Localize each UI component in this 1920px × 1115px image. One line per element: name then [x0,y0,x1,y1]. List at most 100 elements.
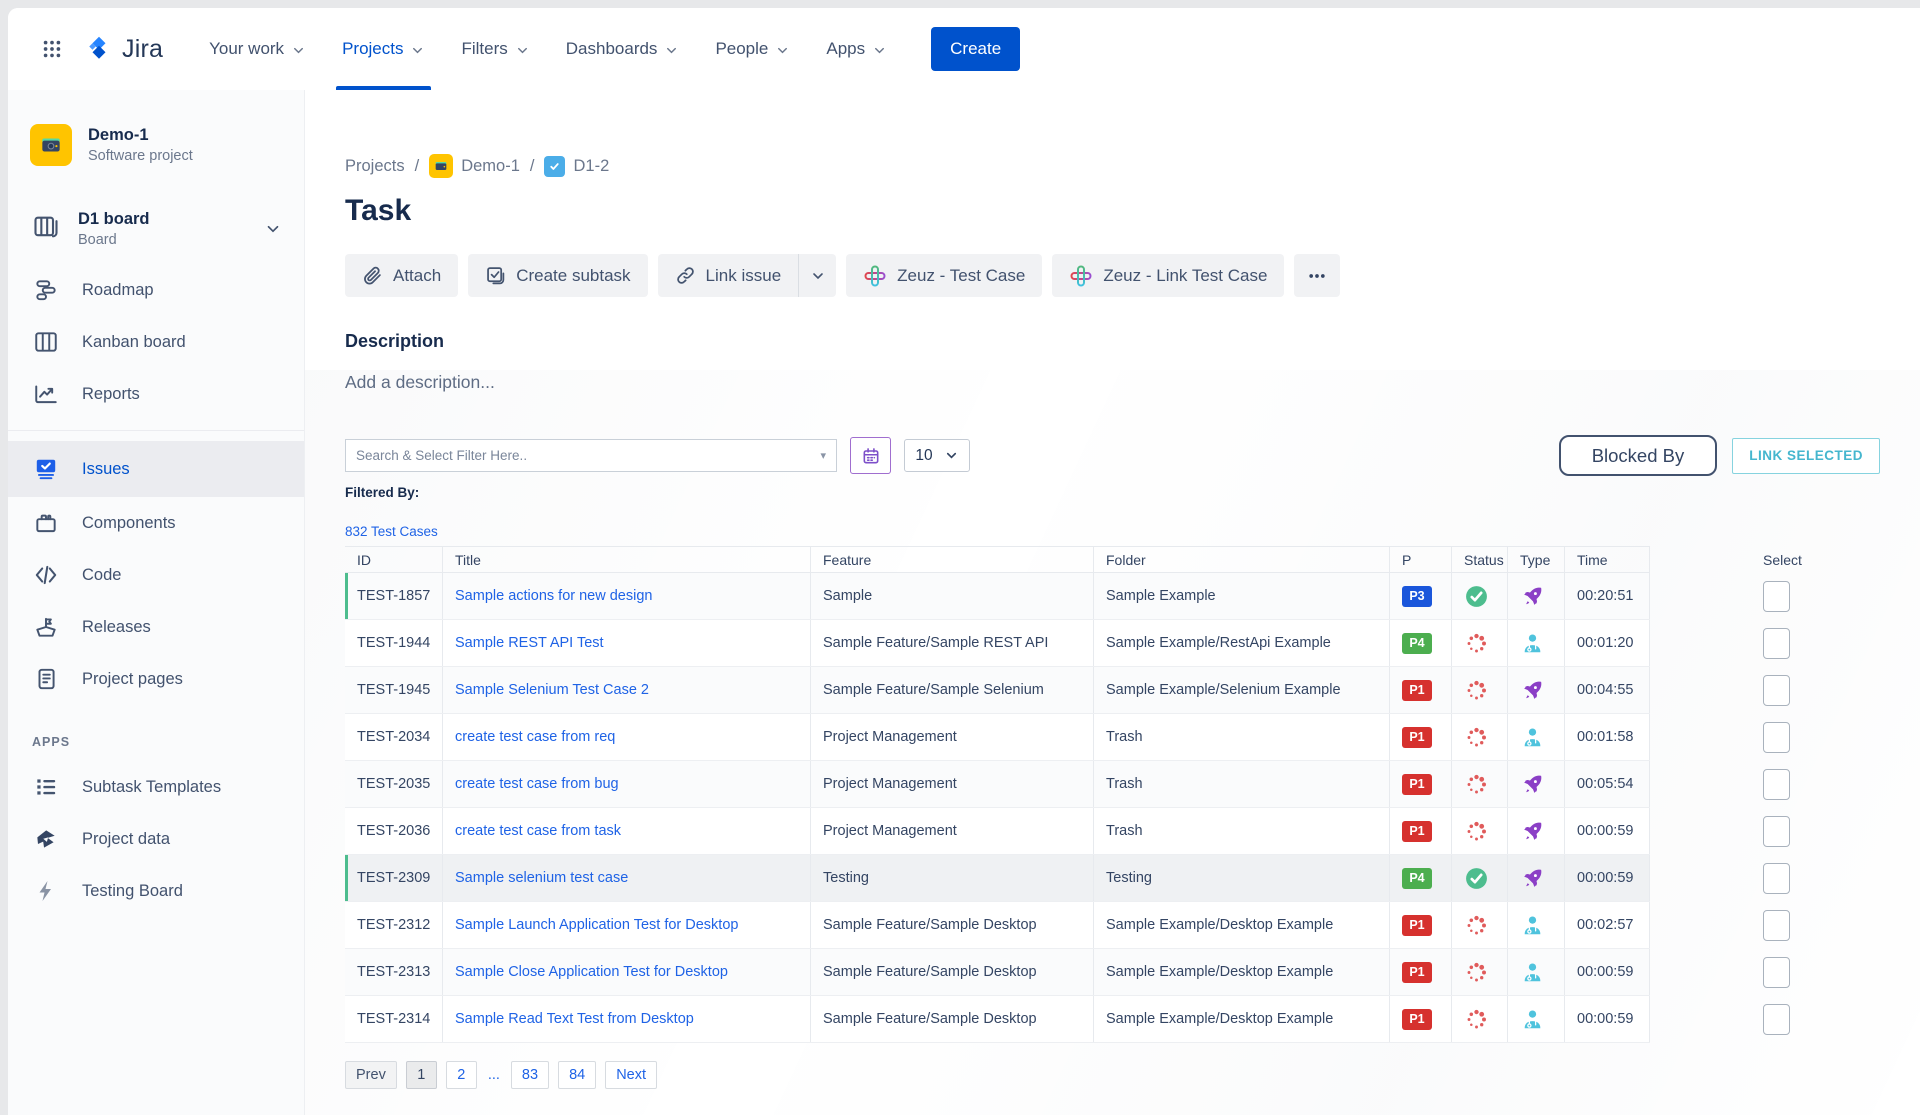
attach-button[interactable]: Attach [345,254,459,297]
app-grid-icon [43,40,61,58]
testcase-id: TEST-2312 [345,902,443,948]
testcase-time: 00:01:58 [1565,714,1650,760]
breadcrumb-project-link[interactable]: Demo-1 [429,154,520,178]
sidebar-item-issues[interactable]: Issues [8,441,304,497]
testcase-title-link[interactable]: Sample selenium test case [455,870,629,886]
table-row[interactable]: TEST-2313 Sample Close Application Test … [345,949,1650,996]
combobox-caret-icon[interactable]: ▾ [820,450,826,462]
sidebar-item-project-pages[interactable]: Project pages [8,653,304,705]
row-select-checkbox[interactable] [1763,581,1790,612]
row-select-checkbox[interactable] [1763,816,1790,847]
releases-icon [32,614,60,640]
sidebar-item-reports[interactable]: Reports [8,368,304,420]
nav-item-projects[interactable]: Projects [336,8,432,90]
wallet-icon [435,162,447,170]
blocked-by-button[interactable]: Blocked By [1558,435,1718,476]
testcase-count-link[interactable]: 832 Test Cases [345,524,438,539]
sidebar-item-label: Issues [82,459,130,478]
table-row[interactable]: TEST-2036 create test case from task Pro… [345,808,1650,855]
project-header[interactable]: Demo-1 Software project [8,124,304,166]
nav-item-people[interactable]: People [709,8,796,90]
row-select-checkbox[interactable] [1763,722,1790,753]
testcase-title-link[interactable]: create test case from bug [455,776,619,792]
table-row[interactable]: TEST-2312 Sample Launch Application Test… [345,902,1650,949]
chevron-down-icon [413,47,423,53]
more-actions-button[interactable] [1294,254,1341,297]
board-switcher[interactable]: D1 board Board [8,210,304,248]
page-button-next[interactable]: Next [605,1061,658,1089]
row-select-checkbox[interactable] [1763,910,1790,941]
nav-item-apps[interactable]: Apps [820,8,893,90]
create-subtask-button[interactable]: Create subtask [468,254,648,297]
priority-cell: P1 [1390,949,1452,995]
testcase-title-link[interactable]: Sample Read Text Test from Desktop [455,1011,694,1027]
filter-search-combobox[interactable]: ▾ [345,439,837,472]
testcase-title-link[interactable]: Sample Launch Application Test for Deskt… [455,917,739,933]
testcase-time: 00:00:59 [1565,808,1650,854]
search-input[interactable] [356,448,815,463]
testcase-title-link[interactable]: Sample REST API Test [455,635,604,651]
breadcrumb-projects-link[interactable]: Projects [345,156,405,175]
page-button-2[interactable]: 2 [445,1061,477,1089]
jira-logo[interactable]: Jira [84,34,163,64]
sidebar-item-releases[interactable]: Releases [8,601,304,653]
row-select-checkbox[interactable] [1763,957,1790,988]
zeuz-link-test-case-button[interactable]: Zeuz - Link Test Case [1052,254,1285,297]
testcase-title-cell: Sample Close Application Test for Deskto… [443,949,811,995]
zeuz-test-case-button[interactable]: Zeuz - Test Case [846,254,1043,297]
testcase-title-link[interactable]: create test case from req [455,729,616,745]
testcase-title-link[interactable]: Sample Close Application Test for Deskto… [455,964,728,980]
row-select-checkbox[interactable] [1763,675,1790,706]
link-issue-dropdown-button[interactable] [798,254,837,297]
create-button[interactable]: Create [931,27,1021,71]
table-row[interactable]: TEST-2309 Sample selenium test case Test… [345,855,1650,902]
breadcrumb-separator: / [529,156,535,175]
sidebar-item-roadmap[interactable]: Roadmap [8,264,304,316]
link-selected-button[interactable]: LINK SELECTED [1732,437,1880,474]
sidebar-item-label: Roadmap [82,280,154,299]
chevron-down-icon[interactable] [264,220,282,238]
link-issue-button[interactable]: Link issue [657,254,799,297]
sidebar-item-components[interactable]: Components [8,497,304,549]
testcase-title-link[interactable]: Sample Selenium Test Case 2 [455,682,649,698]
page-button-84[interactable]: 84 [558,1061,597,1089]
page-size-select[interactable]: 10 [904,439,970,472]
table-row[interactable]: TEST-2034 create test case from req Proj… [345,714,1650,761]
priority-badge: P1 [1402,914,1432,936]
sidebar-item-code[interactable]: Code [8,549,304,601]
sidebar-item-project-data[interactable]: Project data [8,813,304,865]
date-filter-button[interactable] [850,437,891,474]
testcase-time: 00:00:59 [1565,996,1650,1042]
testcase-title-cell: create test case from req [443,714,811,760]
table-row[interactable]: TEST-1945 Sample Selenium Test Case 2 Sa… [345,667,1650,714]
page-button-prev[interactable]: Prev [345,1061,397,1089]
row-select-checkbox[interactable] [1763,628,1790,659]
nav-item-filters[interactable]: Filters [455,8,535,90]
app-switcher-button[interactable] [34,31,70,67]
priority-badge: P1 [1402,679,1432,701]
description-placeholder[interactable]: Add a description... [345,372,495,392]
testcase-title-link[interactable]: create test case from task [455,823,622,839]
testcase-title-link[interactable]: Sample actions for new design [455,588,653,604]
select-cell [1763,902,1807,949]
sidebar-item-testing-board[interactable]: Testing Board [8,865,304,917]
sidebar-item-kanban-board[interactable]: Kanban board [8,316,304,368]
sidebar-item-subtask-templates[interactable]: Subtask Templates [8,761,304,813]
column-header-select: Select [1763,551,1802,568]
page-button-1[interactable]: 1 [405,1061,437,1089]
row-select-checkbox[interactable] [1763,1004,1790,1035]
testcase-title-cell: Sample REST API Test [443,620,811,666]
table-row[interactable]: TEST-1944 Sample REST API Test Sample Fe… [345,620,1650,667]
testcase-folder: Sample Example/Desktop Example [1094,996,1390,1042]
breadcrumb-issue-link[interactable]: D1-2 [544,155,609,177]
row-select-checkbox[interactable] [1763,769,1790,800]
main-content: Projects / Demo-1 / D1-2 [305,90,1920,1115]
sidebar-item-label: Project data [82,829,171,848]
table-row[interactable]: TEST-1857 Sample actions for new design … [345,573,1650,620]
nav-item-dashboards[interactable]: Dashboards [560,8,686,90]
table-row[interactable]: TEST-2314 Sample Read Text Test from Des… [345,996,1650,1043]
table-row[interactable]: TEST-2035 create test case from bug Proj… [345,761,1650,808]
page-button-83[interactable]: 83 [510,1061,550,1089]
row-select-checkbox[interactable] [1763,863,1790,894]
nav-item-your-work[interactable]: Your work [203,8,312,90]
